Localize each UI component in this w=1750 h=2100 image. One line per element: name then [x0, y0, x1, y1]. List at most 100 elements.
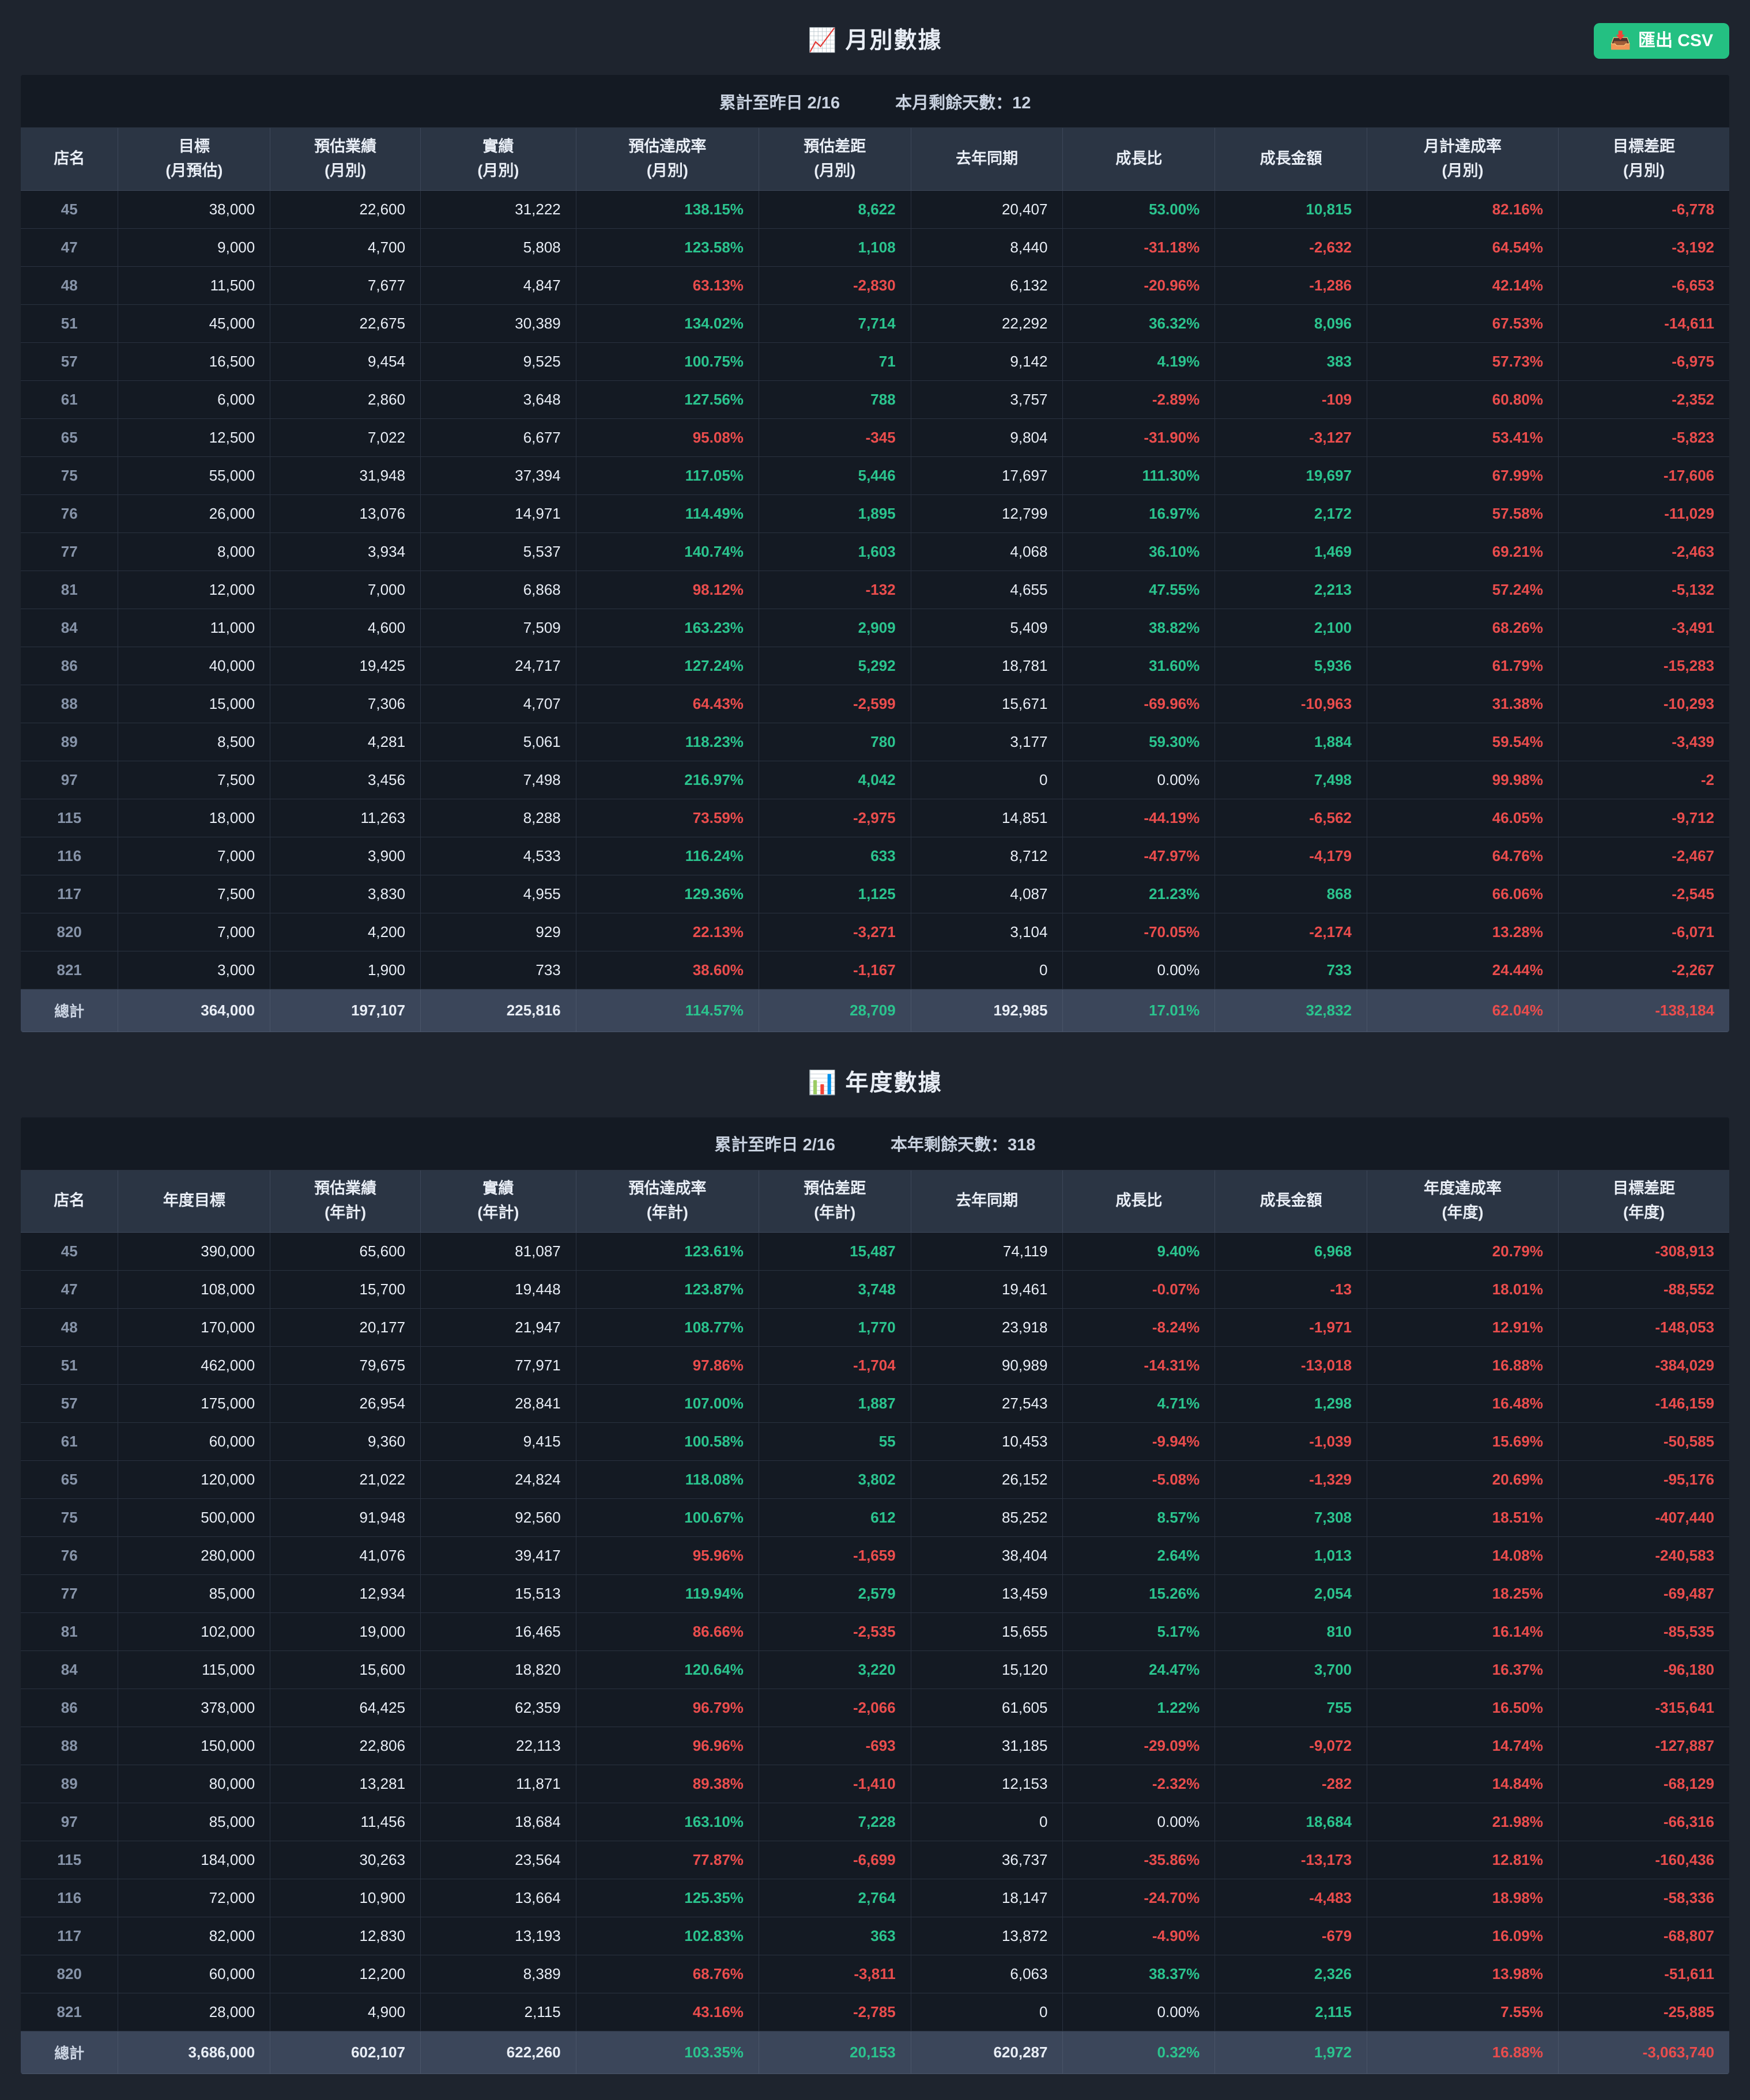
table-row: 84 11,000 4,600 7,509 163.23% 2,909 5,409 38.82…: [21, 608, 1729, 647]
table-cell: 26,954: [270, 1384, 421, 1423]
table-cell: 95.96%: [575, 1536, 759, 1575]
table-cell: 19,697: [1215, 456, 1368, 495]
table-row: 45 390,000 65,600 81,087 123.61% 15,487 74,119…: [21, 1232, 1729, 1271]
table-cell: 8,500: [118, 722, 271, 761]
total-cell: 16.88%: [1367, 2031, 1559, 2074]
export-csv-button[interactable]: 📥 匯出 CSV: [1593, 23, 1729, 59]
table-cell: 3,757: [910, 380, 1063, 419]
table-cell: 13,459: [910, 1574, 1063, 1613]
total-cell: 114.57%: [575, 988, 759, 1032]
table-cell: 733: [420, 950, 576, 989]
table-cell: 12,200: [270, 1955, 421, 1993]
table-cell: 20,407: [910, 190, 1063, 229]
table-cell: -1,410: [758, 1765, 911, 1803]
table-cell: 60.80%: [1367, 380, 1559, 419]
table-cell: 1,900: [270, 950, 421, 989]
table-cell: 14.74%: [1367, 1727, 1559, 1765]
table-cell: 15,671: [910, 684, 1063, 723]
table-cell: 11,000: [118, 608, 271, 647]
table-cell: -6,653: [1557, 266, 1729, 305]
table-row: 820 7,000 4,200 929 22.13% -3,271 3,104 -70.05%…: [21, 912, 1729, 951]
store-id-cell: 97: [21, 1803, 119, 1841]
table-cell: 31,948: [270, 456, 421, 495]
table-cell: 102,000: [118, 1612, 271, 1651]
table-cell: 91,948: [270, 1498, 421, 1537]
table-cell: 138.15%: [575, 190, 759, 229]
table-cell: -68,807: [1557, 1917, 1729, 1955]
table-cell: 4,600: [270, 608, 421, 647]
table-cell: -1,167: [758, 950, 911, 989]
store-id-cell: 821: [21, 1993, 119, 2031]
table-cell: 12,799: [910, 494, 1063, 533]
store-id-cell: 77: [21, 1574, 119, 1613]
table-cell: 20.69%: [1367, 1460, 1559, 1499]
table-cell: 47.55%: [1062, 570, 1216, 609]
table-cell: 4.71%: [1062, 1384, 1216, 1423]
table-row: 89 8,500 4,281 5,061 118.23% 780 3,177 59.30% 1,…: [21, 722, 1729, 761]
total-cell: 103.35%: [575, 2031, 759, 2074]
table-row: 821 3,000 1,900 733 38.60% -1,167 0 0.00% 733 24.…: [21, 950, 1729, 989]
table-cell: -88,552: [1557, 1270, 1729, 1309]
table-cell: -679: [1215, 1917, 1368, 1955]
table-cell: -85,535: [1557, 1612, 1729, 1651]
table-cell: 12,934: [270, 1574, 421, 1613]
table-row: 81 102,000 19,000 16,465 86.66% -2,535 15,655 5…: [21, 1612, 1729, 1651]
table-cell: 3,934: [270, 532, 421, 571]
table-cell: -31.18%: [1062, 228, 1216, 267]
table-cell: 0: [910, 1993, 1063, 2031]
table-cell: 10,815: [1215, 190, 1368, 229]
table-cell: 16.37%: [1367, 1650, 1559, 1689]
table-cell: 40,000: [118, 646, 271, 685]
table-cell: -13,018: [1215, 1346, 1368, 1385]
table-cell: -51,611: [1557, 1955, 1729, 1993]
table-cell: -3,192: [1557, 228, 1729, 267]
table-cell: -3,271: [758, 912, 911, 951]
table-cell: 1,770: [758, 1308, 911, 1347]
table-row: 86 40,000 19,425 24,717 127.24% 5,292 18,781 31…: [21, 646, 1729, 685]
table-cell: 127.24%: [575, 646, 759, 685]
table-cell: 1,298: [1215, 1384, 1368, 1423]
table-cell: -5,132: [1557, 570, 1729, 609]
store-id-cell: 61: [21, 380, 119, 419]
table-cell: 8.57%: [1062, 1498, 1216, 1537]
store-id-cell: 61: [21, 1422, 119, 1461]
total-cell: 197,107: [270, 988, 421, 1032]
table-cell: 2,213: [1215, 570, 1368, 609]
table-cell: -2,975: [758, 798, 911, 837]
monthly-status-days-left: 本月剩餘天數：12: [895, 93, 1031, 112]
table-cell: 9,415: [420, 1422, 576, 1461]
annual-title: 📊 年度數據: [21, 1066, 1729, 1100]
table-cell: 1,108: [758, 228, 911, 267]
store-id-cell: 47: [21, 1270, 119, 1309]
table-row: 88 15,000 7,306 4,707 64.43% -2,599 15,671 -69.…: [21, 684, 1729, 723]
table-cell: 16.09%: [1367, 1917, 1559, 1955]
column-header: 實績 (月別): [420, 128, 576, 191]
table-cell: 2,172: [1215, 494, 1368, 533]
table-cell: -3,439: [1557, 722, 1729, 761]
table-cell: -9,712: [1557, 798, 1729, 837]
column-header: 成長金額: [1215, 128, 1368, 191]
table-cell: 38,404: [910, 1536, 1063, 1575]
total-cell: 622,260: [420, 2031, 576, 2074]
table-cell: 216.97%: [575, 760, 759, 799]
table-cell: 13.98%: [1367, 1955, 1559, 1993]
table-cell: 5,292: [758, 646, 911, 685]
table-cell: -308,913: [1557, 1232, 1729, 1271]
table-cell: 98.12%: [575, 570, 759, 609]
table-row: 820 60,000 12,200 8,389 68.76% -3,811 6,063 38.…: [21, 1955, 1729, 1993]
store-id-cell: 81: [21, 1612, 119, 1651]
table-cell: -1,286: [1215, 266, 1368, 305]
store-id-cell: 76: [21, 494, 119, 533]
total-cell: -3,063,740: [1557, 2031, 1729, 2074]
table-cell: 97.86%: [575, 1346, 759, 1385]
table-cell: 612: [758, 1498, 911, 1537]
table-cell: 18.98%: [1367, 1879, 1559, 1917]
table-cell: 16.48%: [1367, 1384, 1559, 1423]
table-cell: 129.36%: [575, 874, 759, 913]
table-cell: 14,971: [420, 494, 576, 533]
table-cell: 8,440: [910, 228, 1063, 267]
table-row: 57 16,500 9,454 9,525 100.75% 71 9,142 4.19% 383…: [21, 342, 1729, 381]
table-cell: 14.08%: [1367, 1536, 1559, 1575]
table-cell: -11,029: [1557, 494, 1729, 533]
total-cell: 17.01%: [1062, 988, 1216, 1032]
